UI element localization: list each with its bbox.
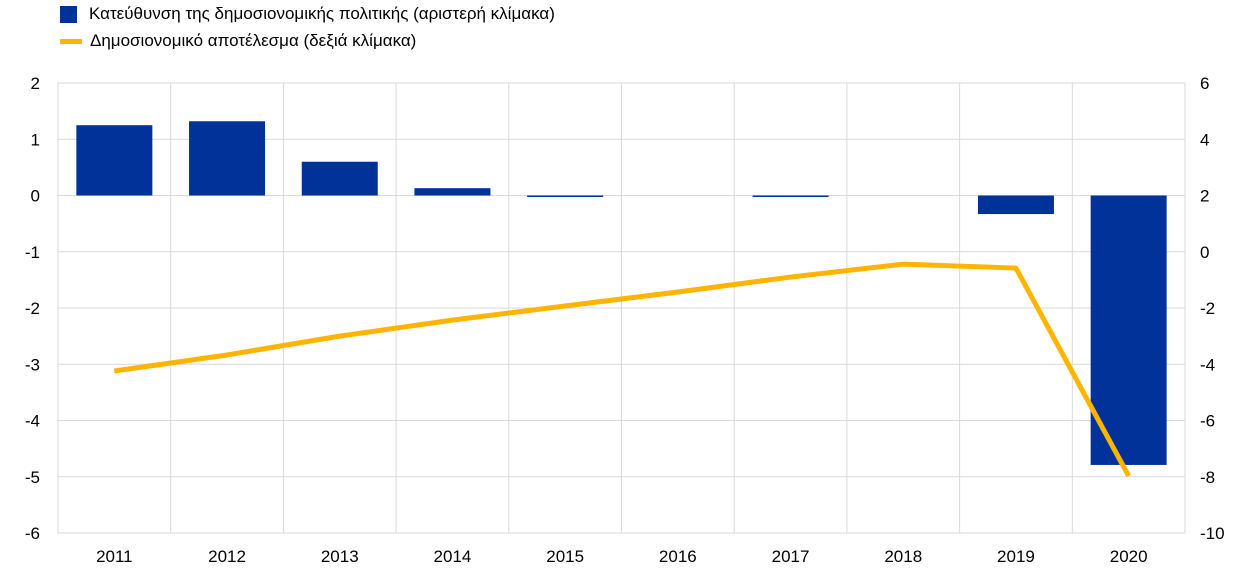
x-tick: 2017 [772,547,810,566]
x-tick: 2012 [208,547,246,566]
y-tick-left: 1 [31,130,40,149]
legend-label-line: Δημοσιονομικό αποτέλεσμα (δεξιά κλίμακα) [90,31,417,50]
y-tick-left: -3 [25,355,40,374]
y-tick-right: 6 [1200,74,1209,93]
bar-2020 [1090,195,1167,465]
y-tick-right: -10 [1200,524,1225,543]
y-tick-left: 2 [31,74,40,93]
y-tick-left: -6 [25,524,40,543]
x-tick: 2013 [321,547,359,566]
bar-2012 [189,121,266,196]
bar-2017 [752,195,829,197]
y-tick-right: 2 [1200,187,1209,206]
y-tick-right: -6 [1200,412,1215,431]
y-tick-left: -2 [25,299,40,318]
x-tick: 2018 [884,547,922,566]
legend-item-bar: Κατεύθυνση της δημοσιονομικής πολιτικής … [60,4,555,24]
y-tick-right: -8 [1200,468,1215,487]
bar-2019 [977,195,1054,215]
legend-swatch-bar [60,5,77,23]
y-tick-right: 0 [1200,243,1209,262]
x-tick: 2019 [997,547,1035,566]
x-tick: 2011 [96,547,133,566]
line-series [113,261,1131,478]
bar-2014 [414,188,491,196]
legend-swatch-line [60,38,82,44]
x-tick: 2016 [659,547,697,566]
y-tick-right: 4 [1200,130,1209,149]
legend-label-bar: Κατεύθυνση της δημοσιονομικής πολιτικής … [89,4,555,23]
y-tick-right: -4 [1200,355,1215,374]
bar-2013 [301,161,378,196]
legend-item-line: Δημοσιονομικό αποτέλεσμα (δεξιά κλίμακα) [60,31,416,51]
y-tick-right: -2 [1200,299,1215,318]
x-tick: 2015 [546,547,584,566]
y-tick-left: -4 [25,412,40,431]
bar-2015 [527,195,604,197]
y-tick-left: 0 [31,187,40,206]
x-tick: 2014 [434,547,472,566]
y-tick-left: -1 [25,243,40,262]
y-tick-left: -5 [25,468,40,487]
x-tick: 2020 [1110,547,1148,566]
bar-2011 [76,125,153,196]
